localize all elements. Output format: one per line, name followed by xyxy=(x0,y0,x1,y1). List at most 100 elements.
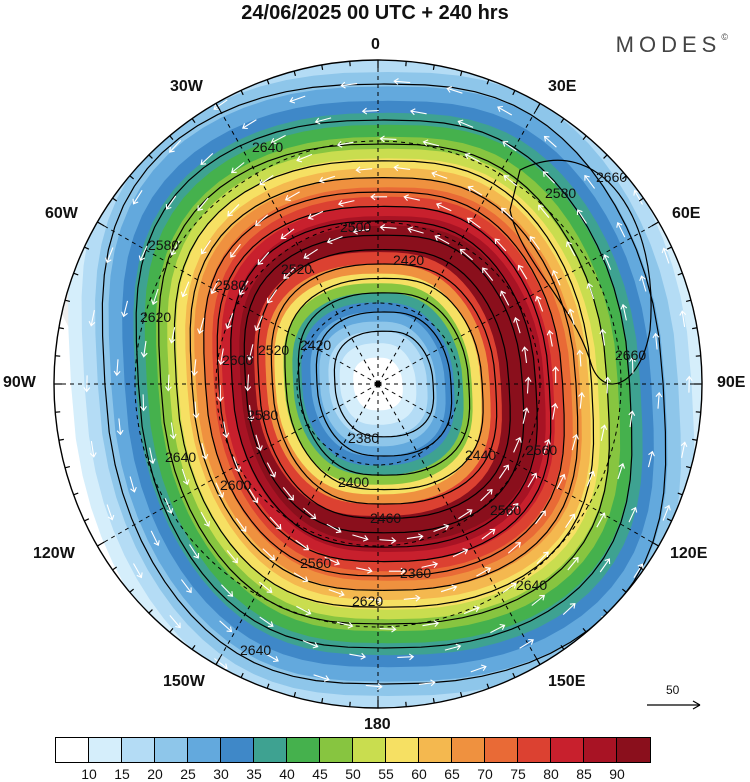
wind-arrow xyxy=(284,191,300,201)
wind-arrow xyxy=(628,410,636,428)
wind-arrow xyxy=(444,643,462,651)
wind-arrow xyxy=(502,141,517,152)
boundary-tick xyxy=(293,691,297,698)
colorbar-swatch xyxy=(551,738,584,762)
wind-arrow xyxy=(497,105,513,116)
lon-label-150e: 150E xyxy=(548,673,586,690)
boundary-tick xyxy=(73,272,79,276)
wind-arrow xyxy=(88,309,96,327)
wind-arrow xyxy=(434,234,450,245)
meridian-line xyxy=(215,383,379,665)
wind-arrow xyxy=(567,556,579,571)
boundary-tick xyxy=(486,683,490,689)
wind-arrow xyxy=(181,468,190,486)
wind-arrow xyxy=(337,199,355,207)
wind-arrow xyxy=(397,653,415,661)
wind-arrow xyxy=(269,516,282,530)
contour-label: 2520 xyxy=(258,342,289,358)
colorbar-tick-label: 45 xyxy=(312,766,328,782)
boundary-tick xyxy=(321,698,324,704)
lon-label-60w: 60W xyxy=(45,205,78,222)
contour-label: 2620 xyxy=(140,309,171,325)
wind-arrow xyxy=(556,473,566,490)
wind-arrow xyxy=(213,99,228,110)
wind-arrow xyxy=(336,621,354,629)
lon-label-120w: 120W xyxy=(33,545,75,562)
wind-arrow xyxy=(132,190,143,205)
wind-arrow xyxy=(422,620,440,627)
wind-arrow xyxy=(480,488,493,502)
contour-label: 2640 xyxy=(252,139,283,155)
wind-arrow xyxy=(470,664,487,673)
wind-arrow xyxy=(440,584,458,593)
height-contour xyxy=(257,248,511,520)
boundary-tick xyxy=(58,327,64,330)
wind-arrow xyxy=(180,281,190,298)
wind-arrow xyxy=(600,424,608,442)
wind-arrow xyxy=(83,375,91,393)
wind-arrow xyxy=(352,227,370,235)
boundary-tick xyxy=(666,518,672,522)
wind-arrow xyxy=(255,214,269,227)
wind-arrow xyxy=(280,228,295,240)
wind-arrow xyxy=(129,476,137,493)
boundary-tick xyxy=(266,683,270,689)
contour-label: 2580 xyxy=(148,237,179,253)
boundary-tick xyxy=(240,90,244,96)
wind-arrow xyxy=(150,288,159,306)
colorbar-swatch xyxy=(56,738,89,762)
contour-label: 2660 xyxy=(615,347,646,363)
wind-arrow xyxy=(685,375,693,393)
wind-arrow xyxy=(191,359,198,377)
wind-arrow xyxy=(439,710,455,716)
boundary-tick xyxy=(582,627,587,633)
wind-arrow xyxy=(255,434,263,451)
wind-arrow xyxy=(499,290,510,306)
wind-arrow xyxy=(552,366,560,384)
wind-arrow xyxy=(459,248,473,261)
wind-arrow xyxy=(355,166,373,174)
height-contour xyxy=(203,191,565,577)
wind-arrow xyxy=(242,119,257,130)
contour-label: 2620 xyxy=(352,593,383,609)
wind-arrow xyxy=(407,226,424,234)
wind-arrow xyxy=(259,616,274,627)
boundary-tick xyxy=(169,135,174,141)
wind-arrow xyxy=(535,510,546,525)
boundary-tick xyxy=(692,327,698,330)
wind-arrow xyxy=(238,280,249,296)
contour-label: 2600 xyxy=(220,477,251,493)
boundary-tick xyxy=(651,221,659,227)
wind-arrow xyxy=(221,584,234,597)
wind-arrow xyxy=(578,391,585,409)
meridian-line xyxy=(377,383,541,665)
boundary-tick xyxy=(651,541,659,547)
wind-arrow xyxy=(379,135,397,143)
colorbar-tick-label: 80 xyxy=(543,766,559,782)
boundary-tick xyxy=(512,90,516,96)
contour-label: 2400 xyxy=(338,474,369,490)
wind-arrow xyxy=(326,235,343,245)
boundary-tick xyxy=(582,135,587,141)
boundary-tick xyxy=(129,588,135,593)
boundary-tick xyxy=(685,299,692,303)
meridian-line xyxy=(377,383,659,547)
wind-arrow xyxy=(296,605,312,616)
wind-arrow xyxy=(466,217,481,229)
wind-arrow xyxy=(197,197,209,212)
boundary-tick xyxy=(215,657,221,665)
contour-label: 2560 xyxy=(490,502,521,518)
wind-arrow xyxy=(303,248,318,259)
wind-arrow xyxy=(565,241,576,257)
wind-arrow xyxy=(246,344,254,361)
wind-arrow xyxy=(262,548,276,561)
lon-label-30e: 30E xyxy=(548,78,577,95)
lon-label-0: 0 xyxy=(371,36,380,53)
lon-label-60e: 60E xyxy=(672,205,701,222)
contour-label: 2560 xyxy=(300,555,331,571)
wind-arrow xyxy=(567,308,575,325)
boundary-tick xyxy=(535,657,541,665)
boundary-tick xyxy=(321,64,324,70)
contour-label: 2440 xyxy=(465,447,496,463)
wind-arrow xyxy=(148,447,156,465)
